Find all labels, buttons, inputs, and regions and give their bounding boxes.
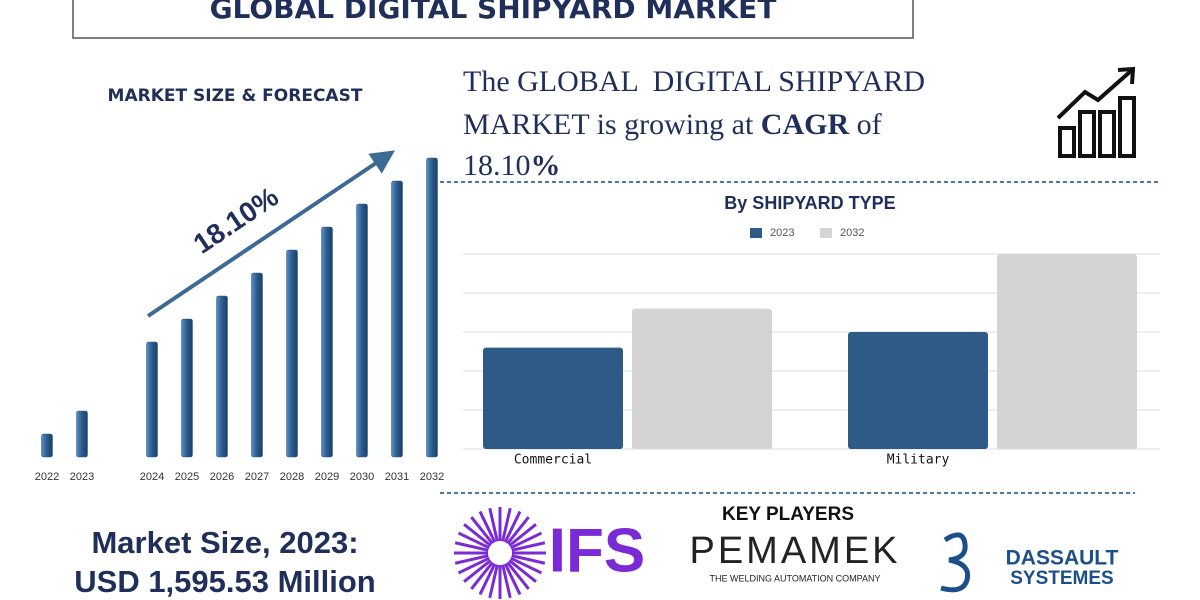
x-tick-label: 2030 bbox=[350, 471, 374, 483]
logo-ray bbox=[510, 531, 543, 550]
x-tick-label: 2022 bbox=[35, 471, 59, 483]
logo-ray bbox=[508, 559, 537, 583]
growth-icon bbox=[1056, 66, 1136, 158]
x-tick-label: 2029 bbox=[315, 471, 339, 483]
title-box bbox=[72, 0, 914, 39]
logo-ray bbox=[506, 516, 530, 545]
bar bbox=[321, 226, 333, 458]
x-tick-label: 2032 bbox=[420, 471, 444, 483]
bar bbox=[632, 308, 772, 449]
player-name: DASSAULT bbox=[1006, 547, 1119, 570]
x-tick-label: 2025 bbox=[175, 471, 199, 483]
logo-ray bbox=[510, 556, 543, 575]
page-title: GLOBAL DIGITAL SHIPYARD MARKET bbox=[210, 0, 777, 25]
dassault-logo: DASSAULT SYSTEMES bbox=[940, 532, 1119, 593]
growth-arrow bbox=[146, 150, 395, 318]
logo-ray bbox=[454, 541, 489, 552]
cagr-percent: % bbox=[531, 149, 561, 182]
bar bbox=[181, 318, 193, 458]
section-title: KEY PLAYERS bbox=[722, 504, 854, 525]
logo-ray bbox=[454, 554, 489, 565]
x-tick-label: Military bbox=[887, 453, 950, 468]
player-name: PEMAMEK bbox=[689, 530, 900, 572]
cagr-line: MARKET is growing at bbox=[463, 108, 761, 141]
x-tick-label: Commercial bbox=[514, 453, 592, 468]
x-tick-label: 2023 bbox=[70, 471, 94, 483]
legend-swatch bbox=[820, 228, 832, 238]
logo-ray bbox=[503, 563, 522, 596]
logo-ray bbox=[488, 507, 499, 542]
market-size-value: USD 1,595.53 Million bbox=[74, 564, 376, 599]
bar bbox=[356, 203, 368, 458]
logo-ray bbox=[470, 561, 494, 590]
logo-ray bbox=[478, 510, 497, 543]
legend-swatch bbox=[750, 228, 762, 238]
logo-ray bbox=[501, 564, 512, 599]
player-name: IFS bbox=[549, 516, 645, 585]
logo-ray bbox=[457, 556, 490, 575]
bar bbox=[426, 157, 438, 458]
logo-ray bbox=[511, 554, 546, 565]
legend-label: 2032 bbox=[840, 227, 864, 239]
logo-ray bbox=[463, 559, 492, 583]
x-tick-label: 2031 bbox=[385, 471, 409, 483]
logo-ray bbox=[503, 510, 522, 543]
bar bbox=[848, 332, 988, 449]
market-size-label: Market Size, 2023: bbox=[91, 525, 358, 560]
ifs-logo: IFS bbox=[454, 507, 645, 599]
logo-ray bbox=[470, 516, 494, 545]
x-tick-label: 2024 bbox=[140, 471, 164, 483]
logo-ray bbox=[506, 561, 530, 590]
logo-ray bbox=[508, 523, 537, 547]
bar bbox=[146, 341, 158, 458]
bar bbox=[76, 410, 88, 458]
bar bbox=[41, 433, 53, 458]
cagr-label: CAGR bbox=[761, 108, 850, 141]
x-tick-label: 2028 bbox=[280, 471, 304, 483]
logo-mark bbox=[940, 532, 971, 593]
logo-mark bbox=[454, 507, 546, 599]
cagr-value: 18.10 bbox=[463, 149, 531, 182]
logo-ray bbox=[463, 523, 492, 547]
bar bbox=[391, 180, 403, 458]
cagr-line: of bbox=[849, 108, 882, 141]
bar bbox=[483, 347, 623, 449]
bar bbox=[216, 295, 228, 458]
player-tagline: THE WELDING AUTOMATION COMPANY bbox=[709, 573, 880, 583]
bar bbox=[286, 249, 298, 458]
cagr-text: The GLOBAL DIGITAL SHIPYARD MARKET is gr… bbox=[0, 0, 963, 182]
logo-ray bbox=[478, 563, 497, 596]
bar bbox=[997, 254, 1137, 449]
x-tick-label: 2027 bbox=[245, 471, 269, 483]
logo-ray bbox=[501, 507, 512, 542]
x-tick-label: 2026 bbox=[210, 471, 234, 483]
logo-ray bbox=[457, 531, 490, 550]
logo-ray bbox=[488, 564, 499, 599]
legend-label: 2023 bbox=[770, 227, 794, 239]
chart-title: By SHIPYARD TYPE bbox=[724, 193, 895, 213]
cagr-line: The GLOBAL DIGITAL SHIPYARD bbox=[463, 65, 925, 98]
bar bbox=[251, 272, 263, 458]
player-name: SYSTEMES bbox=[1010, 568, 1113, 589]
chart-title: MARKET SIZE & FORECAST bbox=[108, 86, 363, 106]
logo-ray bbox=[511, 541, 546, 552]
